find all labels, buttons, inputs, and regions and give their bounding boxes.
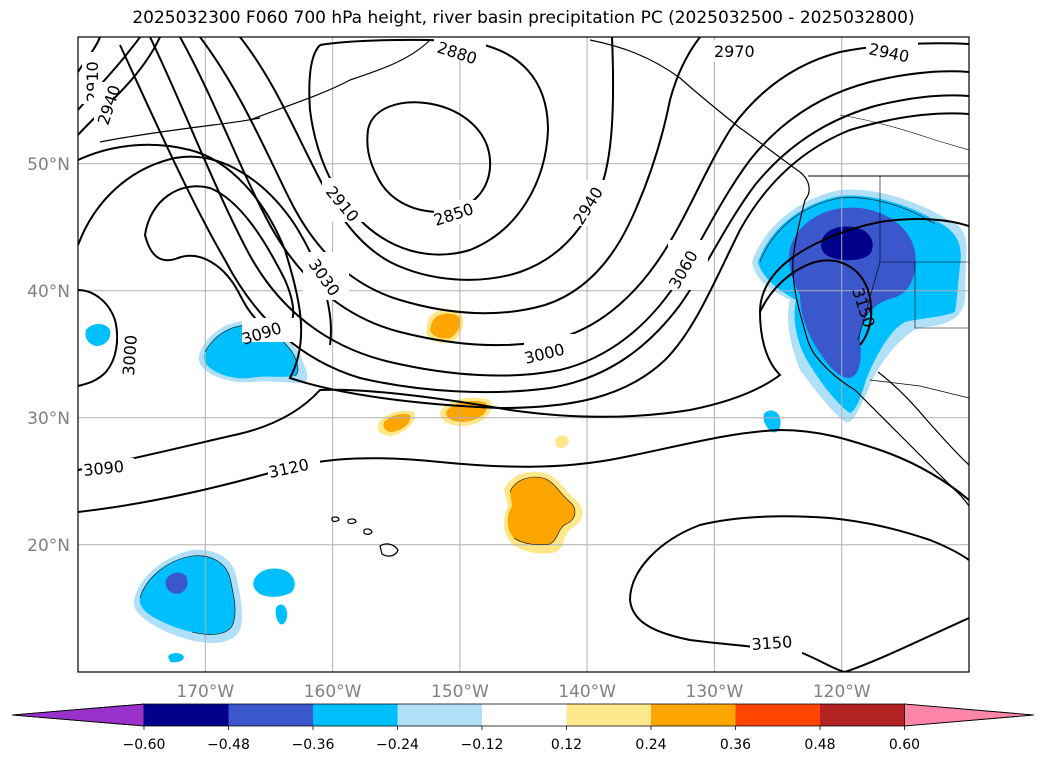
contour-3150-b [629, 599, 846, 672]
coast-baja [854, 389, 969, 507]
hawaii-maui [363, 528, 373, 535]
precip-negative-dark-uswest [789, 207, 916, 378]
lat-label-50: 50°N [27, 155, 70, 175]
lon-label-160w: 160°W [304, 682, 362, 702]
colorbar-seg-7 [651, 704, 736, 726]
lon-axis: 170°W 160°W 150°W 140°W 130°W 120°W [176, 682, 870, 702]
contour-label-2970: 2970 [714, 42, 755, 61]
contour-2970-left [78, 37, 161, 136]
contour-3120 [78, 428, 969, 513]
contour-3150 [629, 515, 969, 601]
height-contours [78, 37, 969, 672]
lon-label-130w: 130°W [686, 682, 744, 702]
precip-negative-small-west [85, 324, 111, 346]
hawaii-oahu [347, 518, 357, 525]
precip-negative-small-uswest [763, 410, 781, 433]
lat-axis: 50°N 40°N 30°N 20°N [27, 155, 70, 556]
contour-3150-c [844, 617, 969, 672]
colorbar-tick-5: 0.12 [551, 737, 582, 753]
coast-alaska-gulf [589, 39, 810, 201]
precip-negative-mid-sw [139, 555, 236, 635]
border-states [857, 176, 969, 341]
contour-2850 [366, 101, 492, 214]
lat-label-40: 40°N [27, 282, 70, 302]
colorbar-tick-0: −0.60 [123, 737, 166, 753]
colorbar-seg-2 [228, 704, 313, 726]
border-us-mexico [869, 379, 969, 399]
lon-label-150w: 150°W [431, 682, 489, 702]
lon-label-120w: 120°W [813, 682, 871, 702]
lon-label-140w: 140°W [558, 682, 616, 702]
coast-bc-interior [839, 114, 969, 151]
precip-negative-mid-sw4 [168, 653, 184, 663]
colorbar-tick-1: −0.48 [207, 737, 250, 753]
coast-alaska [249, 39, 431, 121]
colorbar-tick-4: −0.12 [461, 737, 504, 753]
contour-3000-left [78, 289, 119, 387]
colorbar-seg-6 [566, 704, 651, 726]
precip-negative-dark-sw [165, 572, 188, 594]
precip-positive-light-5 [555, 435, 569, 448]
contour-3150-us [759, 259, 873, 346]
contour-label-3000-left: 3000 [119, 334, 141, 376]
colorbar-seg-4 [397, 704, 482, 726]
map-panel: 2910 2940 2880 2970 2940 2910 2850 2940 … [78, 37, 969, 672]
coast-us-west [792, 199, 856, 391]
contour-label-3150: 3150 [751, 632, 793, 654]
lat-label-20: 20°N [27, 536, 70, 556]
contour-3090 [78, 218, 969, 471]
precip-negative-mid-sw3 [275, 604, 288, 625]
colorbar-tick-2: −0.36 [292, 737, 335, 753]
colorbar-tick-7: 0.36 [720, 737, 751, 753]
figure-title: 2025032300 F060 700 hPa height, river ba… [132, 8, 915, 28]
precip-positive-mid-2 [383, 413, 411, 432]
lon-label-170w: 170°W [176, 682, 234, 702]
contour-3030 [119, 44, 969, 394]
contour-3000 [149, 37, 969, 377]
hawaii-kauai [331, 516, 340, 523]
colorbar-extend-high [904, 703, 1035, 727]
colorbar-seg-3 [313, 704, 398, 726]
colorbar: −0.60 −0.48 −0.36 −0.24 −0.12 0.12 0.24 … [11, 703, 1035, 753]
precip-negative-mid-sw2 [253, 568, 295, 597]
colorbar-seg-8 [735, 704, 820, 726]
map-border [77, 36, 970, 673]
colorbar-tick-8: 0.48 [804, 737, 835, 753]
lat-label-30: 30°N [27, 409, 70, 429]
precip-shading [85, 189, 967, 663]
colorbar-tick-6: 0.24 [635, 737, 666, 753]
hawaii-big [379, 543, 399, 557]
colorbar-tick-9: 0.60 [889, 737, 920, 753]
colorbar-tick-3: −0.24 [376, 737, 419, 753]
precip-positive-mid-1 [430, 313, 460, 339]
colorbar-seg-5 [482, 704, 567, 726]
coast-gulf-calif [877, 371, 969, 466]
colorbar-seg-1 [144, 704, 229, 726]
contour-2910 [239, 37, 615, 281]
contour-2940-a [199, 37, 701, 315]
colorbar-seg-9 [820, 704, 905, 726]
precip-positive-mid-4 [507, 477, 575, 545]
colorbar-extend-low [11, 703, 145, 727]
contour-label-3090: 3090 [82, 457, 124, 480]
contour-2970 [179, 37, 969, 347]
